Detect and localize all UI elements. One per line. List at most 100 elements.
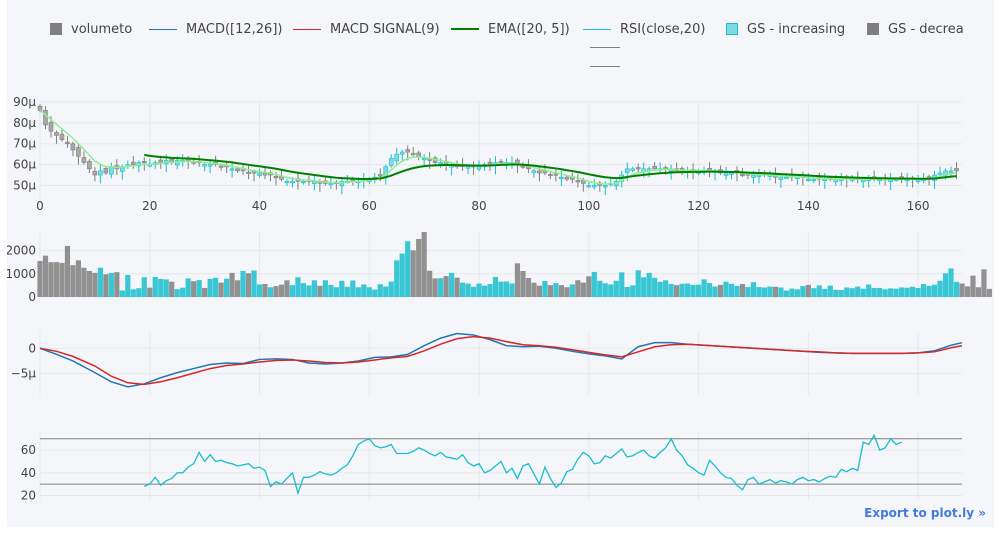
volume-bar [745,287,751,297]
y-tick-label: −5μ [11,367,37,381]
volume-bar [174,289,180,297]
volume-bar [350,280,356,297]
legend-item-macd-signal[interactable]: MACD SIGNAL(9) [293,20,440,38]
volume-bar [75,260,82,297]
volume-bar [547,285,553,297]
candle-body [312,181,317,185]
volume-bar [920,284,927,297]
volume-bar [284,280,290,297]
volume-bar [42,255,49,297]
candle-body [399,151,405,155]
volume-bar [328,284,334,297]
candle-body [410,153,416,156]
volume-bar [811,288,817,297]
volume-bar [888,288,894,297]
volume-bar [646,272,652,297]
candle-body [416,152,421,157]
volume-bar [454,277,460,297]
volume-bar [487,284,493,297]
candle-body [564,176,570,180]
volume-bar [503,281,510,297]
legend-item-macd[interactable]: MACD([12,26]) [149,20,282,38]
candle-body [723,172,729,176]
legend-item-volumeto[interactable]: volumeto [50,20,132,38]
x-tick-label: 40 [252,199,267,213]
volume-bar [361,284,367,297]
volume-bar [520,271,526,297]
volume-bar [185,278,191,297]
volume-bar [542,280,548,297]
candle-body [624,168,630,173]
candle-body [81,157,87,163]
volume-bar [344,286,350,297]
volume-bar [602,283,608,297]
candle-body [339,181,345,187]
volume-bar [295,277,301,297]
legend-label: MACD SIGNAL(9) [330,21,440,37]
volume-bar [492,277,499,297]
volume-bar [970,275,976,297]
volume-bar [509,283,515,297]
candlestick-series [37,104,959,196]
legend-item-gs-increasing[interactable]: GS - increasing [726,20,845,38]
volume-bar [213,277,219,297]
y-tick-label: 90μ [13,95,36,109]
volume-bar [871,287,877,297]
candle-body [158,159,164,163]
volume-bar [70,265,76,297]
volume-bar [481,285,488,297]
candle-body [141,160,147,164]
volume-bar [712,286,718,297]
volume-bar [761,287,768,297]
volume-bar [805,284,811,297]
volume-bar [229,272,235,297]
candle-body [76,147,81,157]
legend-swatch-box [50,23,62,35]
volume-bar [240,271,246,297]
candle-body [602,185,608,188]
legend-label: EMA([20, 5]) [488,21,570,37]
volume-bar [767,286,773,297]
volume-bar [48,262,54,297]
x-tick-label: 120 [687,199,710,213]
legend-swatch-box [867,23,879,35]
candle-body [65,141,70,145]
volume-bar [37,261,43,297]
volume-bar [800,286,806,297]
candle-body [37,105,43,111]
volume-bar [695,284,702,297]
volume-bar [723,281,729,297]
volume-bar [679,283,685,297]
volume-bar [728,283,735,297]
volume-bar [833,289,839,297]
volume-bar [267,287,274,297]
volume-bar [394,260,400,297]
volume-bar [119,290,125,297]
volume-bar [558,285,564,297]
candle-body [92,170,98,176]
subplot-1: 50μ 60μ 70μ 80μ 90μ [13,95,962,198]
volume-bar [866,284,872,297]
volume-bar [459,282,466,297]
candle-body [87,160,92,170]
volume-bar [959,283,965,297]
volume-bar [53,262,60,297]
volume-bar [525,277,532,297]
candle-body [251,171,257,174]
volume-bar [405,241,411,297]
volume-bar [196,280,202,297]
y-tick-label: 60 [21,443,36,457]
macd-signal-line [39,335,963,386]
volume-bar [904,287,910,297]
export-to-plotly-link[interactable]: Export to plot.ly » [864,506,986,520]
volume-bar [893,288,899,297]
candle-body [553,173,559,176]
volume-bar [910,286,916,297]
volume-bar [306,285,312,297]
y-tick-label: 70μ [13,137,36,151]
volume-bar [339,280,345,297]
legend-item-ema[interactable]: EMA([20, 5]) [451,20,570,38]
volume-bar [81,267,87,297]
legend-item-gs-decreasing[interactable]: GS - decrea [867,20,964,38]
legend-item-rsi[interactable]: RSI(close,20) [583,20,705,38]
